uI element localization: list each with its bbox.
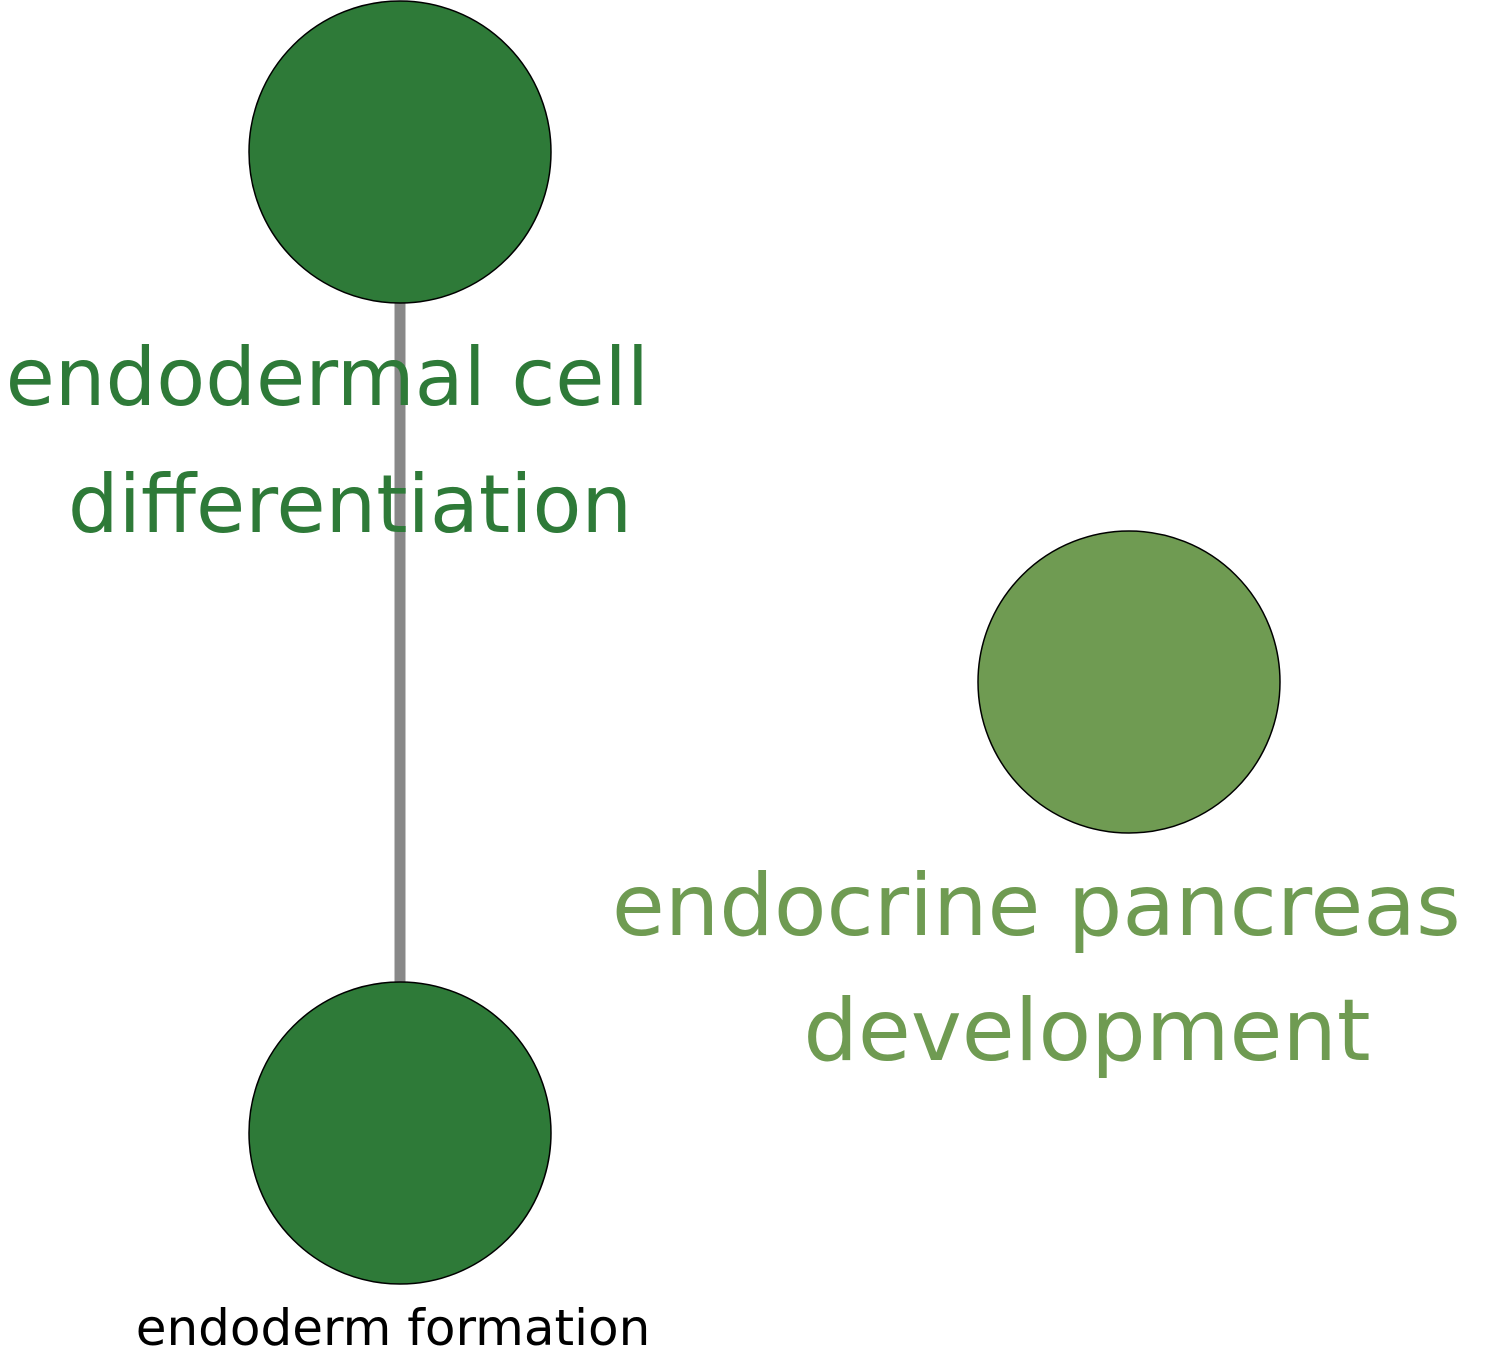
node-label-line-1: endocrine pancreas	[612, 856, 1461, 956]
node-label-line-2: development	[803, 981, 1370, 1081]
node-circle-endodermal-cell-differentiation[interactable]	[248, 0, 552, 304]
node-label-endodermal-cell-differentiation: endodermal cell differentiation	[6, 331, 675, 551]
node-circle-endocrine-pancreas-development[interactable]	[977, 530, 1281, 834]
node-label-line-1: endodermal cell	[6, 331, 649, 424]
node-endoderm-formation[interactable]: endoderm formation	[136, 981, 651, 1357]
node-label-endocrine-pancreas-development: endocrine pancreas development	[612, 856, 1488, 1081]
node-label-endoderm-formation: endoderm formation	[136, 1299, 651, 1357]
node-endocrine-pancreas-development[interactable]: endocrine pancreas development	[612, 530, 1488, 1081]
node-endodermal-cell-differentiation[interactable]: endodermal cell differentiation	[6, 0, 675, 551]
node-label-line-2: differentiation	[68, 458, 632, 551]
node-circle-endoderm-formation[interactable]	[248, 981, 552, 1285]
